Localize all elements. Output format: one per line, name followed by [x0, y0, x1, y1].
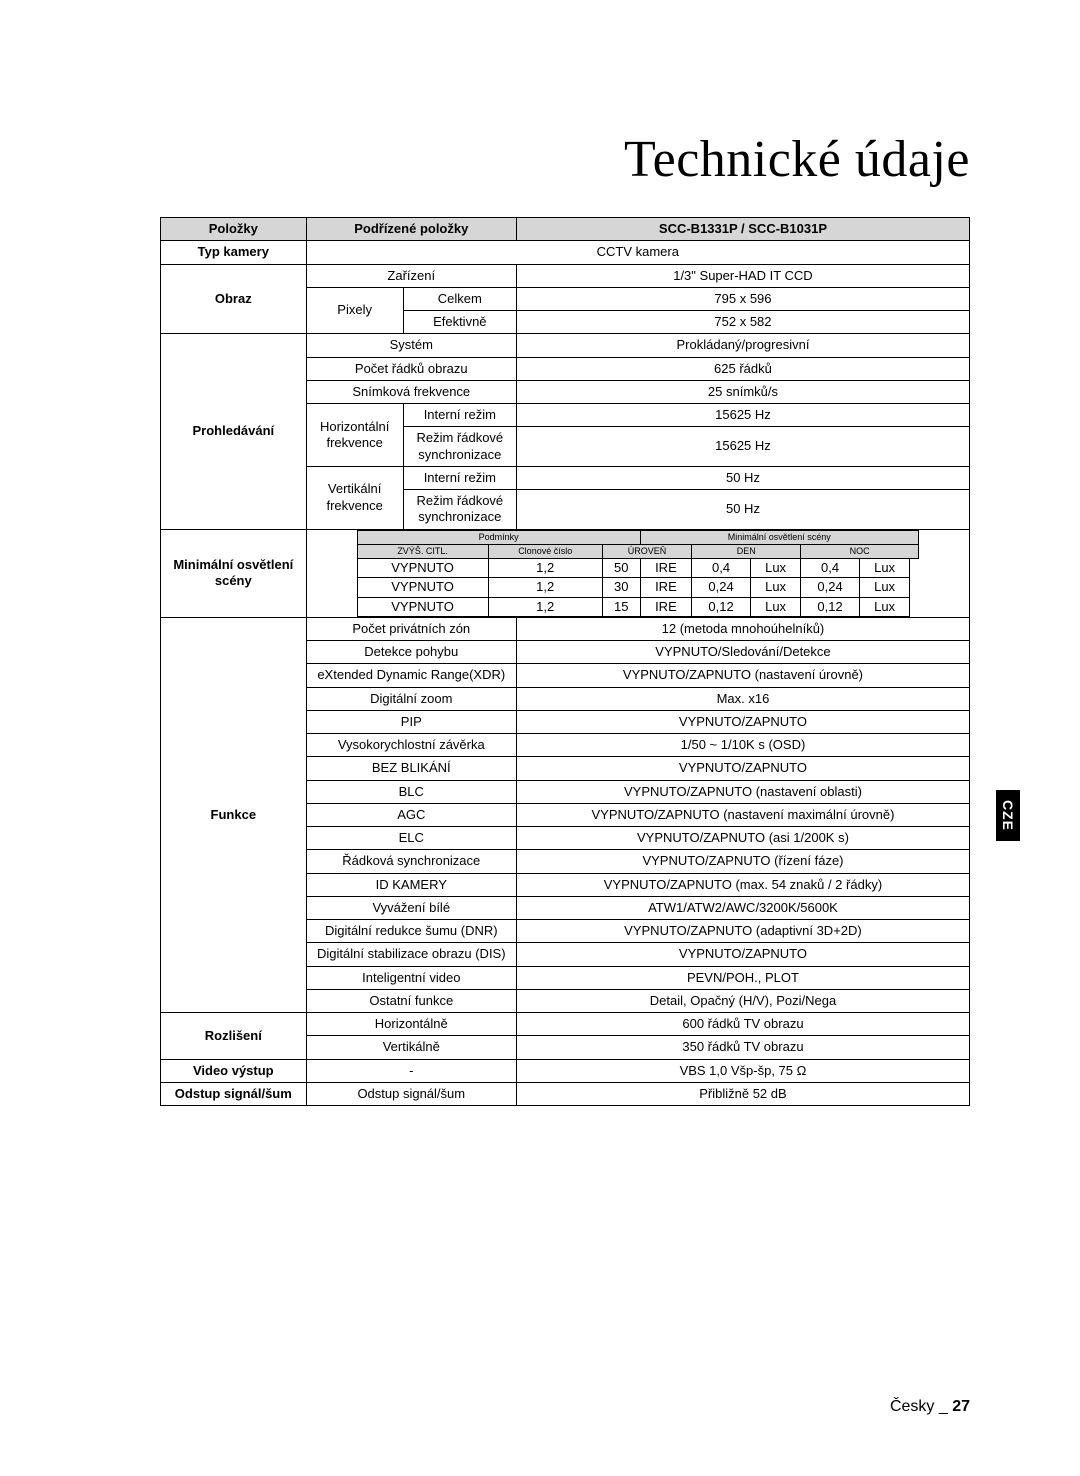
value-camera-type: CCTV kamera	[306, 241, 969, 264]
value-v-int: 50 Hz	[516, 466, 969, 489]
row-camera-type: Typ kamery CCTV kamera	[161, 241, 970, 264]
col-sub-items: Podřízené položky	[306, 218, 516, 241]
label-v-int: Interní režim	[403, 466, 516, 489]
value-frame: 25 snímků/s	[516, 380, 969, 403]
row-func-0: Funkce Počet privátních zón 12 (metoda m…	[161, 617, 970, 640]
label-h-ls: Režim řádkové synchronizace	[403, 427, 516, 467]
value-res-h: 600 řádků TV obrazu	[516, 1013, 969, 1036]
value-device: 1/3" Super-HAD IT CCD	[516, 264, 969, 287]
row-illum: Minimální osvětlení scény Podmínky Minim…	[161, 529, 970, 617]
label-camera-type: Typ kamery	[161, 241, 307, 264]
label-scan: Prohledávání	[161, 334, 307, 529]
label-res: Rozlišení	[161, 1013, 307, 1060]
func-v-0: 12 (metoda mnohoúhelníků)	[516, 617, 969, 640]
value-v-ls: 50 Hz	[516, 490, 969, 530]
label-lines: Počet řádků obrazu	[306, 357, 516, 380]
value-res-v: 350 řádků TV obrazu	[516, 1036, 969, 1059]
row-snr: Odstup signál/šum Odstup signál/šum Přib…	[161, 1082, 970, 1105]
footer-sep: _	[939, 1398, 948, 1415]
sub-snr: Odstup signál/šum	[306, 1082, 516, 1105]
illum-sens: ZVÝŠ. CITL.	[357, 544, 488, 558]
value-video-out: VBS 1,0 Všp-šp, 75 Ω	[516, 1059, 969, 1082]
language-tab: CZE	[996, 790, 1020, 841]
value-snr: Přibližně 52 dB	[516, 1082, 969, 1105]
illum-cond: Podmínky	[357, 530, 640, 544]
illum-table: Podmínky Minimální osvětlení scény ZVÝŠ.…	[357, 530, 919, 617]
label-snr: Odstup signál/šum	[161, 1082, 307, 1105]
page-footer: Česky _ 27	[890, 1398, 970, 1416]
label-image: Obraz	[161, 264, 307, 334]
row-video-out: Video výstup - VBS 1,0 Všp-šp, 75 Ω	[161, 1059, 970, 1082]
label-res-v: Vertikálně	[306, 1036, 516, 1059]
illum-fno: Clonové číslo	[488, 544, 602, 558]
row-scan-system: Prohledávání Systém Prokládaný/progresiv…	[161, 334, 970, 357]
label-device: Zařízení	[306, 264, 516, 287]
illum-level: ÚROVEŇ	[602, 544, 691, 558]
table-header: Položky Podřízené položky SCC-B1331P / S…	[161, 218, 970, 241]
label-vert: Vertikální frekvence	[306, 466, 403, 529]
illum-day: DEN	[692, 544, 801, 558]
col-model: SCC-B1331P / SCC-B1031P	[516, 218, 969, 241]
label-system: Systém	[306, 334, 516, 357]
col-items: Položky	[161, 218, 307, 241]
label-h-int: Interní režim	[403, 404, 516, 427]
value-system: Prokládaný/progresivní	[516, 334, 969, 357]
illum-row-1: VYPNUTO 1,2 30 IRE 0,24 Lux 0,24 Lux	[357, 578, 918, 597]
label-video-out: Video výstup	[161, 1059, 307, 1082]
label-total: Celkem	[403, 287, 516, 310]
label-func: Funkce	[161, 617, 307, 1012]
value-total: 795 x 596	[516, 287, 969, 310]
footer-lang: Česky	[890, 1398, 934, 1415]
illum-row-0: VYPNUTO 1,2 50 IRE 0,4 Lux 0,4 Lux	[357, 559, 918, 578]
row-res-h: Rozlišení Horizontálně 600 řádků TV obra…	[161, 1013, 970, 1036]
row-image-device: Obraz Zařízení 1/3" Super-HAD IT CCD	[161, 264, 970, 287]
label-res-h: Horizontálně	[306, 1013, 516, 1036]
value-h-ls: 15625 Hz	[516, 427, 969, 467]
func-k-0: Počet privátních zón	[306, 617, 516, 640]
label-horiz: Horizontální frekvence	[306, 404, 403, 467]
spec-table: Položky Podřízené položky SCC-B1331P / S…	[160, 217, 970, 1106]
label-eff: Efektivně	[403, 311, 516, 334]
page-title: Technické údaje	[160, 130, 970, 189]
value-lines: 625 řádků	[516, 357, 969, 380]
value-h-int: 15625 Hz	[516, 404, 969, 427]
label-pixels: Pixely	[306, 287, 403, 334]
illum-row-2: VYPNUTO 1,2 15 IRE 0,12 Lux 0,12 Lux	[357, 597, 918, 616]
illum-scene: Minimální osvětlení scény	[640, 530, 918, 544]
value-eff: 752 x 582	[516, 311, 969, 334]
label-v-ls: Režim řádkové synchronizace	[403, 490, 516, 530]
illum-night: NOC	[801, 544, 919, 558]
sub-video-out: -	[306, 1059, 516, 1082]
footer-page-num: 27	[952, 1398, 970, 1415]
label-illum: Minimální osvětlení scény	[161, 529, 307, 617]
label-frame: Snímková frekvence	[306, 380, 516, 403]
